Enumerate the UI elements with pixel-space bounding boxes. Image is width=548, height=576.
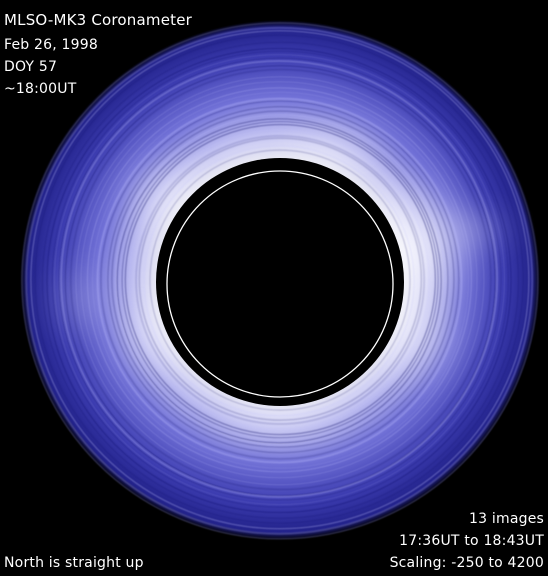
ring-line: [58, 57, 502, 501]
ring-line: [121, 121, 439, 439]
ring-line: [51, 50, 509, 508]
ring-artifacts: [21, 22, 539, 540]
instrument-title: MLSO-MK3 Coronameter: [4, 11, 193, 29]
ring-line: [46, 47, 512, 514]
ring-line: [41, 41, 519, 519]
day-of-year: DOY 57: [4, 59, 58, 75]
ring-line: [96, 97, 463, 464]
ring-line: [25, 26, 534, 535]
orientation-note: North is straight up: [4, 555, 144, 571]
occulting-disk: [156, 158, 404, 406]
observation-date: Feb 26, 1998: [4, 37, 98, 53]
ring-line: [34, 34, 524, 524]
ring-line: [116, 118, 442, 444]
image-count: 13 images: [469, 511, 544, 527]
ring-line: [149, 149, 411, 411]
ring-line: [128, 129, 430, 431]
ring-line: [91, 91, 470, 469]
scaling-range: Scaling: -250 to 4200: [389, 555, 544, 571]
ring-line: [114, 114, 446, 446]
ring-line: [69, 68, 492, 491]
ring-line: [64, 65, 496, 497]
ring-line: [86, 87, 473, 473]
ring-line: [107, 105, 455, 454]
ring-line: [99, 99, 460, 460]
ring-line: [143, 145, 415, 417]
ring-line: [111, 110, 449, 449]
ring-line: [75, 76, 485, 486]
time-range: 17:36UT to 18:43UT: [399, 533, 544, 549]
ring-line: [60, 60, 499, 499]
ring-line: [135, 134, 426, 426]
ring-line: [80, 81, 478, 479]
ring-line: [53, 54, 505, 506]
ring-line: [21, 22, 539, 540]
ring-line: [138, 137, 423, 422]
observation-time: ~18:00UT: [4, 81, 77, 97]
solar-limb-circle: [166, 170, 394, 398]
ring-line: [30, 29, 530, 530]
ring-line: [124, 123, 437, 436]
